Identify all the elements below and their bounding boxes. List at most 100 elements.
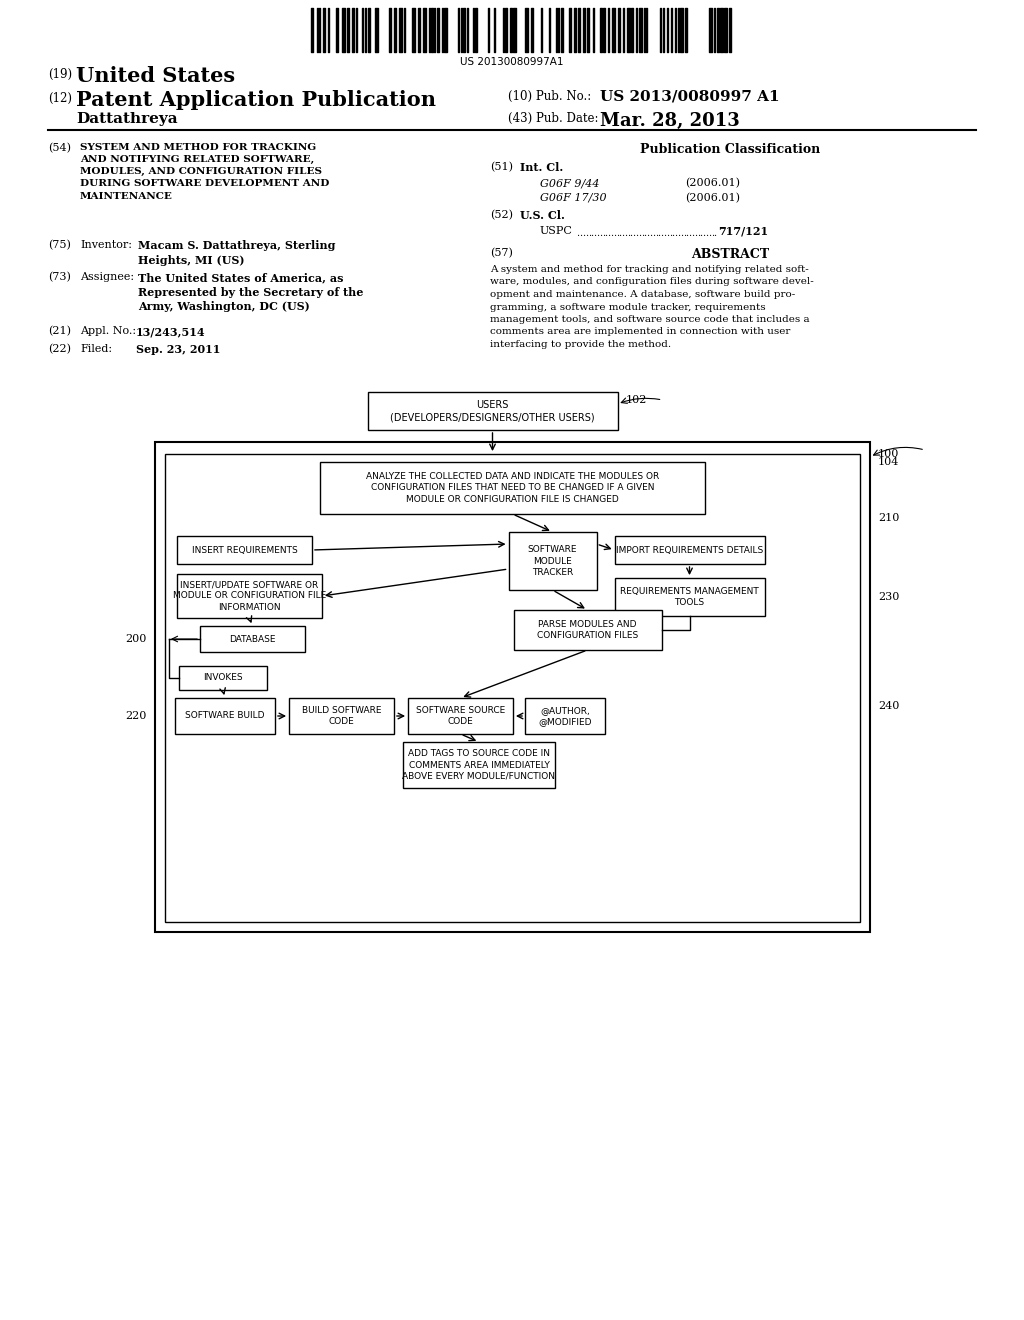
Bar	[319, 462, 705, 513]
Text: Macam S. Dattathreya, Sterling
Heights, MI (US): Macam S. Dattathreya, Sterling Heights, …	[138, 240, 336, 265]
Text: (51): (51)	[490, 162, 513, 173]
Text: .: .	[638, 228, 641, 238]
Text: Mar. 28, 2013: Mar. 28, 2013	[600, 112, 739, 129]
Text: Patent Application Publication: Patent Application Publication	[76, 90, 436, 110]
Text: (52): (52)	[490, 210, 513, 220]
Text: (2006.01): (2006.01)	[685, 193, 740, 203]
Text: .: .	[672, 228, 675, 238]
Text: Int. Cl.: Int. Cl.	[520, 162, 563, 173]
Text: United States: United States	[76, 66, 236, 86]
Text: G06F 9/44: G06F 9/44	[540, 178, 599, 187]
Text: .: .	[618, 228, 622, 238]
Text: .: .	[699, 228, 702, 238]
Text: INSERT REQUIREMENTS: INSERT REQUIREMENTS	[191, 545, 297, 554]
Text: (2006.01): (2006.01)	[685, 178, 740, 189]
Text: 220: 220	[126, 711, 147, 721]
Text: (12): (12)	[48, 92, 72, 106]
Text: .: .	[680, 228, 683, 238]
Text: 240: 240	[878, 701, 899, 711]
Text: .: .	[660, 228, 664, 238]
Text: G06F 17/30: G06F 17/30	[540, 193, 606, 203]
Text: Assignee:: Assignee:	[80, 272, 134, 282]
Text: .: .	[580, 228, 583, 238]
Text: .: .	[643, 228, 647, 238]
Text: US 20130080997A1: US 20130080997A1	[460, 57, 564, 67]
Bar	[179, 667, 267, 690]
Text: .: .	[624, 228, 627, 238]
Text: .: .	[582, 228, 585, 238]
Text: Publication Classification: Publication Classification	[640, 143, 820, 156]
Text: .: .	[577, 228, 580, 238]
Text: REQUIREMENTS MANAGEMENT
TOOLS: REQUIREMENTS MANAGEMENT TOOLS	[621, 587, 759, 607]
Text: DATABASE: DATABASE	[229, 635, 275, 644]
Text: .: .	[615, 228, 618, 238]
Text: Filed:: Filed:	[80, 345, 112, 354]
Text: .: .	[612, 228, 615, 238]
Text: .: .	[627, 228, 630, 238]
Text: .: .	[691, 228, 694, 238]
Text: 210: 210	[878, 513, 899, 523]
Text: ABSTRACT: ABSTRACT	[691, 248, 769, 261]
Bar	[614, 536, 765, 564]
Text: Dattathreya: Dattathreya	[76, 112, 177, 125]
Text: .: .	[646, 228, 649, 238]
Text: @AUTHOR,
@MODIFIED: @AUTHOR, @MODIFIED	[539, 706, 592, 726]
Text: .: .	[593, 228, 596, 238]
Text: Inventor:: Inventor:	[80, 240, 132, 249]
Text: .: .	[585, 228, 588, 238]
Text: 13/243,514: 13/243,514	[136, 326, 206, 337]
Text: .: .	[596, 228, 599, 238]
Text: .: .	[702, 228, 706, 238]
Bar	[403, 742, 555, 788]
Text: 717/121: 717/121	[718, 226, 768, 238]
Text: 200: 200	[126, 634, 147, 644]
Text: INVOKES: INVOKES	[203, 673, 243, 682]
Text: .: .	[674, 228, 678, 238]
Text: .: .	[604, 228, 607, 238]
Text: 230: 230	[878, 591, 899, 602]
Text: .: .	[654, 228, 657, 238]
Bar	[614, 578, 765, 616]
Bar	[175, 698, 275, 734]
Text: .: .	[694, 228, 697, 238]
Text: .: .	[610, 228, 613, 238]
Text: .: .	[714, 228, 717, 238]
Text: INSERT/UPDATE SOFTWARE OR
MODULE OR CONFIGURATION FILE
INFORMATION: INSERT/UPDATE SOFTWARE OR MODULE OR CONF…	[173, 581, 326, 611]
Bar	[177, 574, 322, 618]
Text: (22): (22)	[48, 345, 71, 354]
Text: .: .	[607, 228, 610, 238]
Text: USERS
(DEVELOPERS/DESIGNERS/OTHER USERS): USERS (DEVELOPERS/DESIGNERS/OTHER USERS)	[390, 400, 595, 422]
Text: .: .	[711, 228, 714, 238]
Text: U.S. Cl.: U.S. Cl.	[520, 210, 565, 220]
Text: A system and method for tracking and notifying related soft-
ware, modules, and : A system and method for tracking and not…	[490, 265, 814, 348]
Text: USPC: USPC	[540, 226, 572, 236]
Text: .: .	[666, 228, 669, 238]
Text: US 2013/0080997 A1: US 2013/0080997 A1	[600, 90, 779, 104]
Text: .: .	[635, 228, 638, 238]
Text: .: .	[688, 228, 691, 238]
Text: BUILD SOFTWARE
CODE: BUILD SOFTWARE CODE	[302, 706, 381, 726]
Text: SYSTEM AND METHOD FOR TRACKING
AND NOTIFYING RELATED SOFTWARE,
MODULES, AND CONF: SYSTEM AND METHOD FOR TRACKING AND NOTIF…	[80, 143, 330, 201]
Text: 104: 104	[878, 457, 899, 467]
Text: 102: 102	[626, 395, 647, 405]
Text: .: .	[622, 228, 625, 238]
Bar	[165, 454, 860, 921]
Text: .: .	[652, 228, 655, 238]
Text: .: .	[685, 228, 688, 238]
Text: (57): (57)	[490, 248, 513, 259]
Text: 100: 100	[878, 449, 899, 459]
Text: (43) Pub. Date:: (43) Pub. Date:	[508, 112, 598, 125]
Bar	[289, 698, 394, 734]
Text: .: .	[657, 228, 660, 238]
Bar	[200, 626, 305, 652]
Text: Appl. No.:: Appl. No.:	[80, 326, 136, 337]
Text: .: .	[641, 228, 644, 238]
Text: (21): (21)	[48, 326, 71, 337]
Bar	[408, 698, 513, 734]
Bar	[155, 442, 870, 932]
Bar	[509, 532, 597, 590]
Text: SOFTWARE
MODULE
TRACKER: SOFTWARE MODULE TRACKER	[527, 545, 578, 577]
Bar	[513, 610, 662, 649]
Text: IMPORT REQUIREMENTS DETAILS: IMPORT REQUIREMENTS DETAILS	[615, 545, 763, 554]
Text: .: .	[633, 228, 636, 238]
